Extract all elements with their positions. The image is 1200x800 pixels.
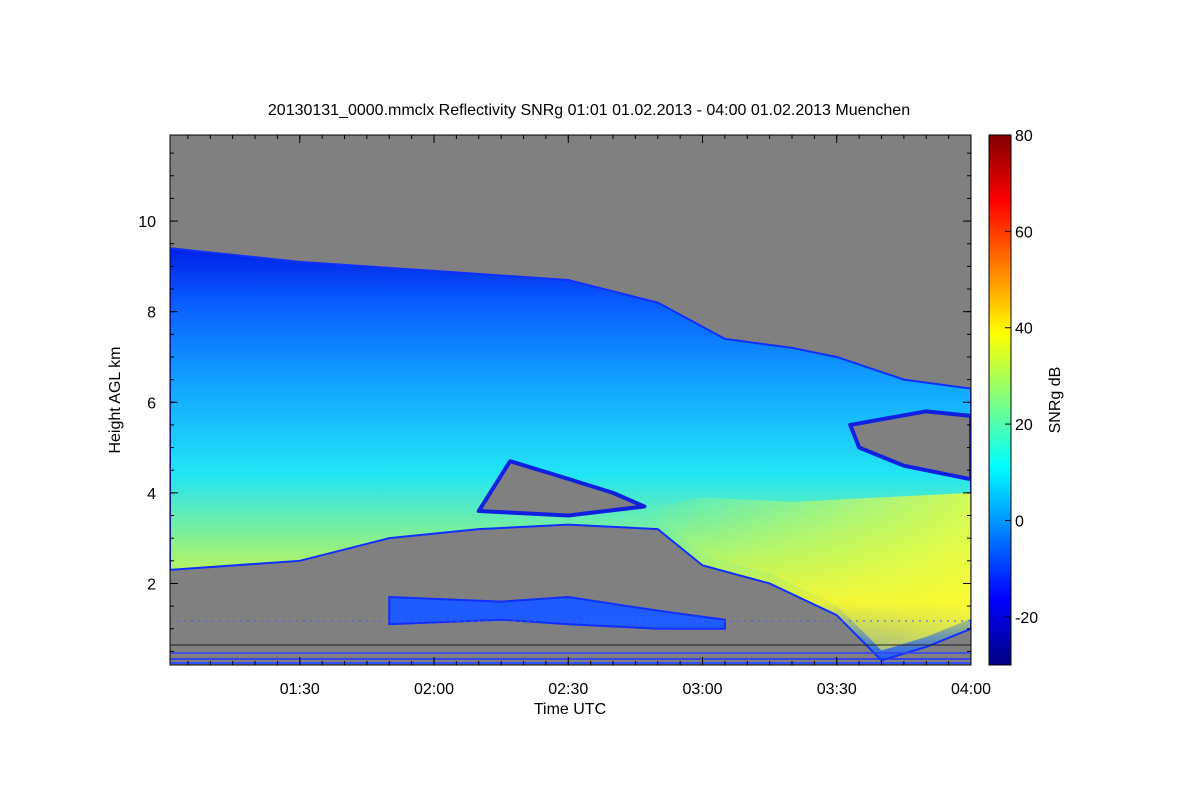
y-tick-label: 10 [138,214,156,231]
clear-pocket [476,459,647,518]
colorbar-label: SNRg dB [1047,367,1064,434]
colorbar-ticks: -20 0 20 40 60 80 [1005,128,1038,627]
x-tick-label: 03:30 [817,681,857,698]
colorbar-tick-label: 40 [1015,321,1033,338]
y-tick-label: 4 [147,486,156,503]
colorbar: -20 0 20 40 60 80 SNRg dB [988,128,1064,666]
echo-layer [170,247,971,662]
clear-pocket-layer [476,409,971,518]
clear-pocket [848,409,971,482]
y-axis: 2 4 6 8 10 [138,152,971,652]
colorbar-tick-label: 80 [1015,128,1033,145]
x-tick-label: 02:30 [548,681,588,698]
y-tick-label: 2 [147,576,156,593]
colorbar-tick-label: 20 [1015,417,1033,434]
ground-clutter-lines [170,620,971,664]
colorbar-tick-label: -20 [1015,610,1038,627]
colorbar-scale [988,134,1012,666]
x-tick-label: 01:30 [280,681,320,698]
echo-core [635,492,971,651]
y-axis-label: Height AGL km [107,346,124,453]
chart-title: 20130131_0000.mmclx Reflectivity SNRg 01… [268,102,910,119]
x-tick-label: 04:00 [951,681,991,698]
x-axis: 01:30 02:00 02:30 03:00 03:30 04:00 [187,135,991,698]
colorbar-tick-label: 60 [1015,224,1033,241]
y-tick-label: 8 [147,305,156,322]
colorbar-tick-label: 0 [1015,513,1024,530]
plot-frame [169,134,972,666]
x-tick-label: 03:00 [682,681,722,698]
y-tick-label: 6 [147,395,156,412]
x-tick-label: 02:00 [414,681,454,698]
plot-area [169,134,972,666]
x-axis-label: Time UTC [534,701,606,718]
